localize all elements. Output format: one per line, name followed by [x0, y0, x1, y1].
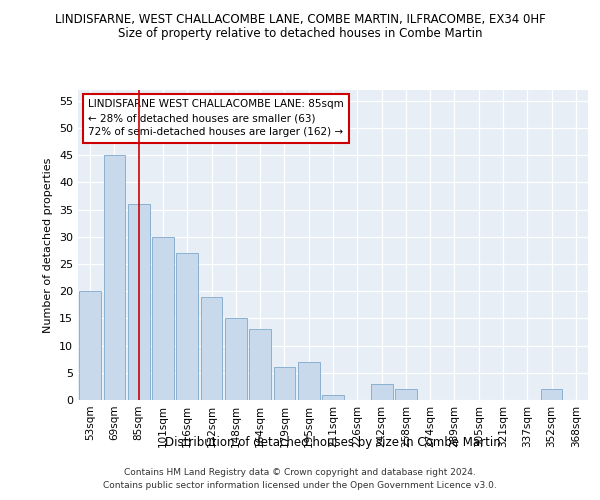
Text: LINDISFARNE WEST CHALLACOMBE LANE: 85sqm
← 28% of detached houses are smaller (6: LINDISFARNE WEST CHALLACOMBE LANE: 85sqm… [88, 100, 344, 138]
Bar [79, 291, 101, 400]
Bar [395, 389, 417, 400]
Bar [298, 362, 320, 400]
Bar [128, 204, 149, 400]
Text: LINDISFARNE, WEST CHALLACOMBE LANE, COMBE MARTIN, ILFRACOMBE, EX34 0HF: LINDISFARNE, WEST CHALLACOMBE LANE, COMB… [55, 12, 545, 26]
Bar [249, 330, 271, 400]
Text: Distribution of detached houses by size in Combe Martin: Distribution of detached houses by size … [165, 436, 501, 449]
Text: Contains public sector information licensed under the Open Government Licence v3: Contains public sector information licen… [103, 482, 497, 490]
Bar [176, 253, 198, 400]
Bar [104, 156, 125, 400]
Bar [225, 318, 247, 400]
Bar [200, 296, 223, 400]
Text: Size of property relative to detached houses in Combe Martin: Size of property relative to detached ho… [118, 28, 482, 40]
Bar [541, 389, 562, 400]
Bar [274, 368, 295, 400]
Bar [371, 384, 392, 400]
Bar [152, 237, 174, 400]
Bar [322, 394, 344, 400]
Text: Contains HM Land Registry data © Crown copyright and database right 2024.: Contains HM Land Registry data © Crown c… [124, 468, 476, 477]
Y-axis label: Number of detached properties: Number of detached properties [43, 158, 53, 332]
